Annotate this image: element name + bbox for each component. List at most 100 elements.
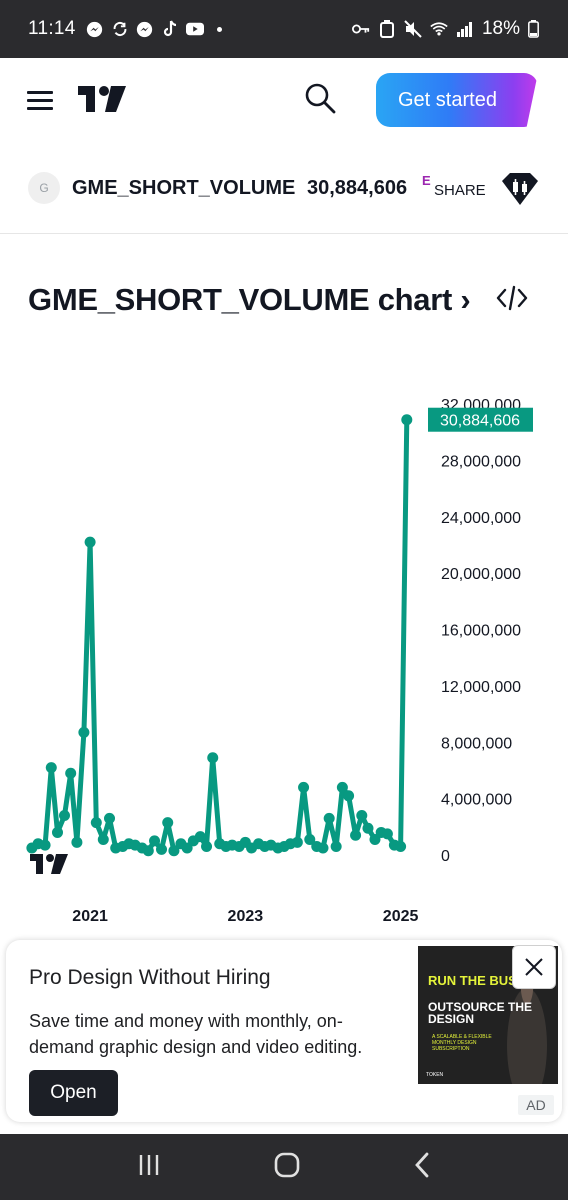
signal-icon <box>456 20 474 38</box>
y-tick-label: 0 <box>441 848 450 865</box>
data-point <box>298 781 310 793</box>
status-time: 11:14 <box>28 18 76 39</box>
notification-icons <box>86 20 222 38</box>
x-tick-label: 2023 <box>228 908 264 925</box>
ad-image-subheadline: OUTSOURCE THE DESIGN <box>428 1000 533 1026</box>
symbol-avatar: G <box>28 172 60 204</box>
series-line <box>29 417 410 854</box>
last-value-tag-bg <box>428 407 533 432</box>
series-points <box>26 414 413 857</box>
back-icon[interactable] <box>413 1152 431 1183</box>
sync-icon <box>111 20 129 38</box>
last-value-label: 30,884,606 <box>440 413 520 430</box>
data-point <box>104 812 116 824</box>
data-point <box>162 817 174 829</box>
messenger-icon <box>136 20 154 38</box>
search-icon[interactable] <box>304 82 338 116</box>
data-point <box>201 841 213 853</box>
symbol-header: G GME_SHORT_VOLUME 30,884,606 E SHARE <box>0 160 568 234</box>
data-point <box>71 836 83 848</box>
y-tick-label: 8,000,000 <box>441 735 512 752</box>
ad-image-brand: TOKEN <box>426 1072 444 1078</box>
ad-open-button[interactable]: Open <box>29 1070 118 1116</box>
chart-title[interactable]: GME_SHORT_VOLUME chart › <box>28 282 471 318</box>
x-tick-label: 2021 <box>72 908 108 925</box>
system-navigation-bar <box>0 1134 568 1200</box>
chart-watermark-logo <box>30 854 68 874</box>
data-point <box>323 812 335 824</box>
chart-title-text: GME_SHORT_VOLUME chart <box>28 282 453 317</box>
ad-close-icon[interactable] <box>512 945 556 989</box>
ad-title[interactable]: Pro Design Without Hiring <box>29 966 271 989</box>
data-point <box>97 833 109 845</box>
top-navigation: Get started <box>0 58 568 148</box>
recent-apps-icon[interactable] <box>137 1153 161 1182</box>
data-point <box>149 835 161 847</box>
y-axis: 32,000,00028,000,00024,000,00020,000,000… <box>441 397 521 865</box>
data-point <box>369 833 381 845</box>
status-bar: 11:14 18% <box>0 0 568 58</box>
data-point <box>207 752 219 764</box>
symbol-value: 30,884,606 <box>307 177 408 199</box>
menu-icon[interactable] <box>27 91 53 111</box>
y-tick-label: 24,000,000 <box>441 510 521 527</box>
data-point <box>317 842 329 854</box>
data-point <box>395 841 407 853</box>
data-point <box>45 762 57 774</box>
symbol-unit: SHARE <box>434 182 486 199</box>
candlestick-badge-icon[interactable] <box>500 172 540 211</box>
data-point <box>350 829 362 841</box>
data-point <box>142 845 154 857</box>
chart-area[interactable]: 32,000,000 28,000,000 24,000,000 20,000,000… <box>0 380 568 940</box>
data-point <box>65 767 77 779</box>
ad-image-tagline: A SCALABLE & FLEXIBLE MONTHLY DESIGN SUB… <box>432 1034 492 1052</box>
x-axis: 2021 2023 2025 <box>72 908 418 925</box>
battery-saver-icon <box>378 20 396 38</box>
ad-badge: AD <box>518 1095 554 1115</box>
last-value-tag: 30,884,606 <box>428 407 533 432</box>
data-point <box>291 836 303 848</box>
data-point <box>330 841 342 853</box>
symbol-name[interactable]: GME_SHORT_VOLUME <box>72 177 296 199</box>
data-point <box>401 414 413 426</box>
wifi-icon <box>430 20 448 38</box>
data-point <box>58 810 70 822</box>
data-point <box>168 845 180 857</box>
data-point <box>336 781 348 793</box>
data-point <box>362 822 374 834</box>
data-point <box>84 536 96 548</box>
system-icons: 18% <box>351 18 542 40</box>
y-tick-label: 16,000,000 <box>441 623 521 640</box>
x-tick-label: 2025 <box>383 908 419 925</box>
data-point <box>156 843 168 855</box>
data-point <box>51 826 63 838</box>
ad-card[interactable]: Pro Design Without Hiring Save time and … <box>6 940 562 1122</box>
data-point <box>78 726 90 738</box>
battery-icon <box>524 20 542 38</box>
data-point <box>90 817 102 829</box>
embed-code-icon[interactable] <box>496 284 530 312</box>
y-tick-label: 4,000,000 <box>441 792 512 809</box>
data-point <box>39 839 51 851</box>
chart-title-arrow: › <box>460 282 471 317</box>
line-chart[interactable]: 32,000,00028,000,00024,000,00020,000,000… <box>0 380 568 940</box>
ad-body: Save time and money with monthly, on-dem… <box>29 1011 363 1057</box>
y-tick-label: 28,000,000 <box>441 453 521 470</box>
more-notifications-dot <box>216 26 222 32</box>
battery-percent: 18% <box>481 18 520 39</box>
youtube-icon <box>185 20 204 38</box>
y-tick-label: 12,000,000 <box>441 679 521 696</box>
y-tick-label: 20,000,000 <box>441 566 521 583</box>
ad-image[interactable]: RUN THE BUSINESS OUTSOURCE THE DESIGN A … <box>418 946 558 1084</box>
key-icon <box>351 20 370 38</box>
get-started-button[interactable]: Get started <box>376 73 538 127</box>
data-point <box>304 833 316 845</box>
data-point <box>181 842 193 854</box>
tiktok-icon <box>161 20 179 38</box>
mute-icon <box>404 20 422 38</box>
tradingview-logo[interactable] <box>78 86 128 117</box>
data-point <box>356 810 368 822</box>
data-point <box>343 790 355 802</box>
symbol-value-superscript: E <box>422 173 431 188</box>
home-icon[interactable] <box>274 1152 300 1183</box>
